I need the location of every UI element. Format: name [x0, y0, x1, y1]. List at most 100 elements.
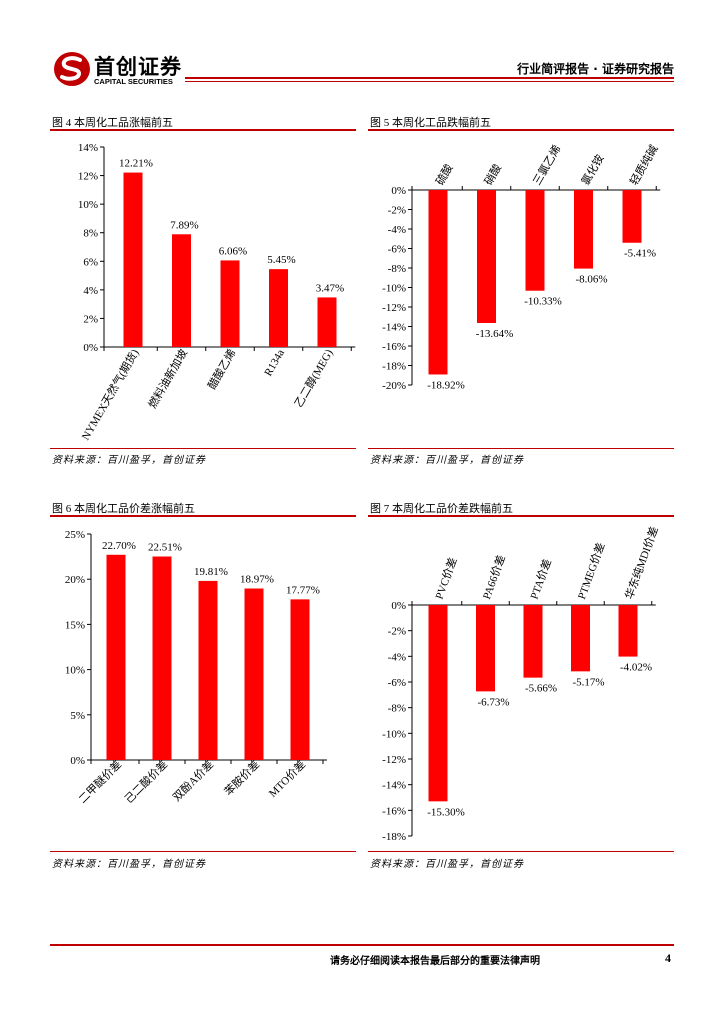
- fig5-data-label: -10.33%: [524, 296, 562, 308]
- figure-5-top-rule: [368, 129, 674, 131]
- fig5-bar: [574, 190, 593, 269]
- figure-4-top-rule: [50, 129, 356, 131]
- fig7-y-tick-label: -4%: [388, 651, 406, 663]
- fig6-y-tick-label: 25%: [65, 529, 85, 541]
- fig5-category-label: 硫酸: [432, 161, 455, 187]
- fig4-category-label: NYMEX天然气(期货): [78, 346, 142, 442]
- fig4-data-label: 7.89%: [170, 219, 198, 231]
- fig7-y-tick-label: 0%: [391, 600, 406, 612]
- fig7-y-tick-label: -16%: [382, 805, 406, 817]
- fig5-y-tick-label: -6%: [388, 244, 406, 256]
- figure-7-title: 图 7 本周化工品价差跌幅前五: [370, 503, 513, 515]
- fig5-bar: [477, 190, 496, 323]
- fig6-bar: [198, 580, 218, 760]
- fig4-y-tick-label: 8%: [83, 228, 98, 240]
- fig4-data-label: 12.21%: [119, 158, 153, 170]
- fig6-data-label: 18.97%: [240, 574, 274, 586]
- fig6-y-tick-label: 0%: [70, 755, 85, 767]
- fig5-data-label: -18.92%: [427, 379, 465, 391]
- fig7-data-label: -5.66%: [525, 683, 557, 695]
- fig4-y-tick-label: 10%: [78, 199, 98, 211]
- fig7-data-label: -6.73%: [477, 696, 509, 708]
- fig5-y-tick-label: -20%: [382, 380, 406, 392]
- report-type: 行业简评报告 · 证券研究报告: [517, 62, 674, 76]
- fig6-bar: [290, 599, 310, 760]
- fig7-data-label: -15.30%: [427, 806, 465, 818]
- fig5-y-tick-label: -12%: [382, 302, 406, 314]
- fig4-bar: [317, 297, 337, 347]
- fig5-bar: [428, 190, 448, 375]
- fig4-y-tick-label: 2%: [83, 313, 98, 325]
- fig6-data-label: 17.77%: [286, 584, 320, 596]
- fig5-data-label: -8.06%: [575, 274, 607, 286]
- fig6-bar: [152, 556, 172, 760]
- fig6-data-label: 19.81%: [194, 566, 228, 578]
- fig4-category-label: R134a: [262, 347, 287, 378]
- logo-text-en: CAPITAL SECURITIES: [94, 77, 173, 86]
- figure-7-bottom-rule: [368, 851, 674, 852]
- figure-7-top-rule: [368, 515, 674, 517]
- fig4-bar: [123, 172, 143, 347]
- fig4-category-label: 醋酸乙烯: [204, 347, 238, 392]
- fig5-category-label: 三氯乙烯: [529, 142, 563, 187]
- fig6-category-label: 苯胺价差: [221, 757, 262, 798]
- fig4-y-tick-label: 14%: [78, 142, 98, 154]
- fig4-bar: [269, 269, 288, 347]
- fig4-y-tick-label: 0%: [83, 342, 98, 354]
- fig5-y-tick-label: -2%: [388, 205, 406, 217]
- fig6-category-label: 己二酸价差: [121, 757, 170, 806]
- figure-5-source: 资料来源：百川盈孚，首创证券: [370, 455, 524, 466]
- page-number: 4: [665, 951, 671, 965]
- figure-4-bottom-rule: [50, 448, 356, 449]
- fig4-data-label: 5.45%: [267, 254, 295, 266]
- fig5-data-label: -5.41%: [624, 248, 656, 260]
- fig7-bar: [571, 605, 590, 672]
- figure-6-bottom-rule: [50, 851, 356, 852]
- fig7-data-label: -4.02%: [620, 662, 652, 674]
- fig7-y-tick-label: -12%: [382, 754, 406, 766]
- header-rule: [185, 77, 674, 79]
- logo-text-cn: 首创证券: [94, 55, 182, 79]
- fig7-bar: [618, 605, 638, 657]
- footer-disclaimer: 请务必仔细阅读本报告最后部分的重要法律声明: [330, 956, 540, 967]
- fig5-y-tick-label: -4%: [388, 224, 406, 236]
- fig6-data-label: 22.70%: [102, 540, 136, 552]
- fig4-category-label: 燃料油新加坡: [145, 347, 190, 411]
- fig5-y-tick-label: -18%: [382, 361, 406, 373]
- fig5-data-label: -13.64%: [476, 328, 514, 340]
- fig6-y-tick-label: 5%: [70, 710, 85, 722]
- fig7-y-tick-label: -14%: [382, 780, 406, 792]
- fig7-category-label: PTMEG价差: [574, 541, 607, 601]
- fig7-y-tick-label: -6%: [388, 677, 406, 689]
- fig4-bar: [172, 234, 191, 347]
- figure-6-source: 资料来源：百川盈孚，首创证券: [52, 859, 206, 870]
- fig5-y-tick-label: -8%: [388, 263, 406, 275]
- fig4-y-tick-label: 12%: [78, 171, 98, 183]
- fig7-y-tick-label: -8%: [388, 703, 406, 715]
- figure-6-top-rule: [50, 515, 356, 517]
- fig7-y-tick-label: -2%: [388, 626, 406, 638]
- fig7-category-label: 华东纯MDI价差: [622, 524, 661, 601]
- fig7-bar: [428, 605, 448, 802]
- fig7-y-tick-label: -18%: [382, 831, 406, 843]
- fig4-y-tick-label: 4%: [83, 285, 98, 297]
- fig5-bar: [525, 190, 545, 291]
- fig7-bar: [476, 605, 495, 692]
- footer-rule: [50, 944, 674, 946]
- fig4-data-label: 3.47%: [316, 282, 344, 294]
- fig6-y-tick-label: 15%: [65, 619, 85, 631]
- fig4-y-tick-label: 6%: [83, 256, 98, 268]
- header-rule-thin: [185, 81, 674, 82]
- fig5-category-label: 氯化铵: [578, 152, 607, 188]
- figure-4-title: 图 4 本周化工品涨幅前五: [52, 117, 173, 129]
- fig4-category-label: 乙二醇(MEG): [291, 346, 336, 409]
- fig7-category-label: PTA价差: [527, 557, 554, 601]
- fig7-bar: [523, 605, 543, 678]
- fig5-category-label: 轻质纯碱: [626, 142, 660, 187]
- fig7-category-label: PA66价差: [479, 553, 508, 601]
- logo-mark-icon: [54, 52, 90, 86]
- fig4-data-label: 6.06%: [219, 245, 247, 257]
- fig6-y-tick-label: 10%: [65, 665, 85, 677]
- figure-4-source: 资料来源：百川盈孚，首创证券: [52, 455, 206, 466]
